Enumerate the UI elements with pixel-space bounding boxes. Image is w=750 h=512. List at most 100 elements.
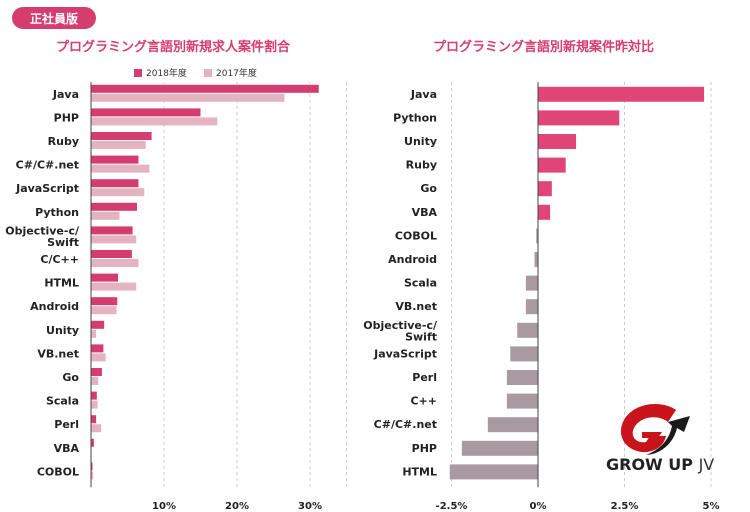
legend-label-2017: 2017年度 <box>216 69 257 79</box>
grow-up-jv-logo: GROW UP JV <box>606 402 714 480</box>
right-category-label: Go <box>420 182 437 195</box>
bar-negative <box>536 228 538 244</box>
bar-negative <box>449 464 538 480</box>
bar-2017 <box>91 329 97 338</box>
right-category-label: C#/C#.net <box>374 418 437 431</box>
logo-text: GROW UP JV <box>606 455 714 474</box>
bar-2018 <box>91 84 319 93</box>
left-category-label: JavaScript <box>15 182 79 195</box>
bar-positive <box>538 204 551 220</box>
bar-negative <box>487 417 538 433</box>
left-category-label: VB.net <box>37 347 79 360</box>
left-category-label: Go <box>62 371 79 384</box>
logo-text-suffix: JV <box>698 455 715 474</box>
legend-swatch-2018 <box>134 68 142 77</box>
legend-label-2018: 2018年度 <box>146 69 187 79</box>
left-x-tick-label: 10% <box>152 501 176 512</box>
employment-type-badge: 正社員版 <box>12 7 96 29</box>
bar-positive <box>538 110 620 126</box>
bar-2017 <box>91 400 98 409</box>
bar-negative <box>461 440 538 456</box>
right-category-label: VBA <box>412 206 438 219</box>
left-category-label: Objective-c/Swift <box>5 224 80 249</box>
left-category-label: Java <box>52 88 79 101</box>
bar-negative <box>525 275 538 291</box>
bar-negative <box>506 370 538 385</box>
bar-2017 <box>91 282 137 291</box>
left-x-tick-label: 30% <box>298 501 322 512</box>
right-category-label: Python <box>393 111 437 124</box>
bar-2018 <box>91 179 139 188</box>
bar-2018 <box>91 462 93 471</box>
right-category-label: Perl <box>412 371 437 384</box>
right-category-label: Unity <box>404 135 437 148</box>
bar-2017 <box>91 164 150 173</box>
left-category-label: Perl <box>54 418 79 431</box>
right-category-label: VB.net <box>395 300 437 313</box>
bar-2017 <box>91 235 137 244</box>
bar-2017 <box>91 353 106 362</box>
bar-2018 <box>91 438 94 447</box>
right-category-label: HTML <box>402 465 437 478</box>
bar-2017 <box>91 211 120 220</box>
left-category-label: PHP <box>54 111 79 124</box>
bar-negative <box>525 299 538 315</box>
right-category-label: Android <box>388 253 437 266</box>
left-category-label: Android <box>30 300 79 313</box>
right-x-tick-label: 5% <box>703 501 720 512</box>
bar-2018 <box>91 320 105 329</box>
bar-2017 <box>91 93 285 102</box>
left-category-label: COBOL <box>37 465 79 478</box>
bar-2018 <box>91 344 104 353</box>
bar-2017 <box>91 306 117 315</box>
bar-2018 <box>91 250 132 258</box>
bar-2017 <box>91 117 218 126</box>
right-chart-title: プログラミング言語別新規案件昨対比 <box>433 40 655 55</box>
right-x-tick-label: -2.5% <box>436 501 468 512</box>
legend-swatch-2017 <box>204 68 212 77</box>
right-x-tick-label: 0% <box>530 501 547 512</box>
legend-item-2017: 2017年度 <box>204 66 257 79</box>
left-category-label: C#/C#.net <box>16 159 79 172</box>
bar-negative <box>510 346 538 362</box>
bar-2017 <box>91 188 145 197</box>
bar-2018 <box>91 415 97 424</box>
right-category-label: Objective-c/Swift <box>363 319 438 344</box>
bar-2018 <box>91 155 139 164</box>
right-category-label: PHP <box>412 442 437 455</box>
bar-positive <box>538 86 705 102</box>
bar-2017 <box>91 259 139 267</box>
bar-2017 <box>91 377 99 385</box>
left-category-label: Ruby <box>48 135 79 148</box>
left-category-label: VBA <box>54 442 80 455</box>
logo-emblem-icon <box>620 404 690 455</box>
bar-2017 <box>91 424 102 433</box>
right-category-label: Scala <box>404 277 437 290</box>
right-category-label: Ruby <box>406 159 437 172</box>
bar-2017 <box>91 141 146 149</box>
left-category-label: HTML <box>44 277 79 290</box>
bar-2018 <box>91 297 118 306</box>
logo-text-main: GROW UP <box>606 455 693 474</box>
right-category-label: C++ <box>410 395 437 408</box>
left-chart-title: プログラミング言語別新規求人案件割合 <box>56 40 291 55</box>
bar-2018 <box>91 391 97 400</box>
left-category-label: Unity <box>46 324 79 337</box>
bar-negative <box>506 393 538 409</box>
bar-2018 <box>91 226 133 235</box>
left-x-tick-label: 20% <box>225 501 249 512</box>
bar-negative <box>534 252 538 267</box>
right-x-tick-label: 2.5% <box>611 501 639 512</box>
bar-negative <box>517 322 538 338</box>
left-category-label: Scala <box>46 395 79 408</box>
bar-2018 <box>91 273 119 282</box>
bar-2018 <box>91 202 137 211</box>
bar-positive <box>538 181 552 197</box>
right-category-label: JavaScript <box>373 347 437 360</box>
bar-2018 <box>91 368 102 376</box>
legend-item-2018: 2018年度 <box>134 66 187 79</box>
right-category-label: COBOL <box>395 229 437 242</box>
left-category-label: C/C++ <box>40 253 79 266</box>
bar-2018 <box>91 108 201 117</box>
bar-positive <box>538 157 566 173</box>
